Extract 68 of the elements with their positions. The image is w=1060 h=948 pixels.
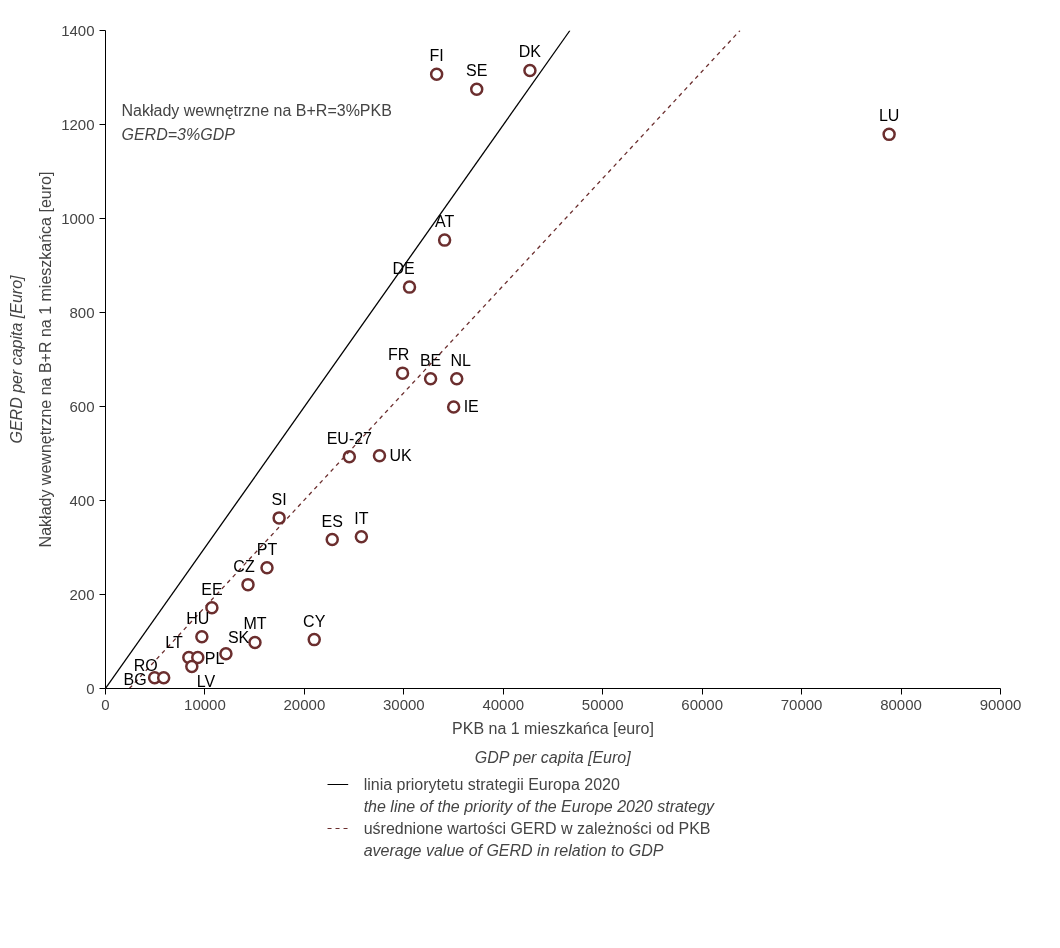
annotation: LU — [878, 107, 900, 125]
point — [241, 577, 255, 592]
point — [185, 659, 199, 674]
annotation: IE — [463, 397, 479, 415]
x-tick-label: 20000 — [283, 695, 326, 713]
y-tick-label: 600 — [69, 397, 95, 415]
annotation: PT — [256, 540, 278, 558]
annotation: BE — [419, 351, 442, 369]
x-tick-label: 60000 — [681, 695, 724, 713]
x-tick-label: 90000 — [979, 695, 1022, 713]
point — [354, 529, 369, 544]
annotation: DK — [518, 43, 542, 61]
annotation: HU — [186, 609, 210, 627]
point — [882, 127, 896, 142]
annotation: Nakłady wewnętrzne na B+R=3%PKB GERD=3%GDP — [121, 101, 392, 143]
point — [449, 372, 464, 386]
annotation: ES — [321, 512, 343, 530]
point — [342, 450, 357, 464]
x-axis-title: PKB na 1 mieszkańca [euro] GDP per capita [Euro] — [452, 719, 654, 766]
annotation: LV — [196, 673, 216, 691]
annotation: UK — [389, 446, 413, 464]
annotation: CZ — [233, 557, 255, 575]
point — [437, 233, 452, 247]
x-tick-label: 70000 — [780, 695, 823, 713]
x-tick-label: 30000 — [382, 695, 425, 713]
annotation: EU-27 — [326, 429, 373, 447]
annotation: FI — [429, 47, 444, 65]
annotation: AT — [434, 213, 455, 231]
point — [469, 82, 484, 96]
point — [248, 635, 262, 650]
point — [156, 670, 171, 685]
point — [307, 632, 321, 647]
x-tick-label: 80000 — [880, 695, 922, 713]
point — [423, 372, 438, 386]
annotation: SI — [271, 490, 287, 508]
annotation: EE — [201, 580, 223, 598]
annotation: SK — [227, 628, 250, 646]
y-tick-label: 1000 — [61, 209, 95, 227]
annotation: SE — [466, 62, 488, 80]
y-tick-label: 1200 — [61, 115, 95, 133]
point — [325, 532, 339, 547]
y-axis-title: Nakłady wewnętrzne na B+R na 1 mieszkańca [euro] GERD per capita [Euro] — [7, 171, 54, 548]
point — [429, 67, 444, 81]
annotation: NL — [450, 351, 472, 369]
y-tick-label: 400 — [69, 491, 95, 509]
point — [260, 560, 274, 575]
annotation: PL — [204, 650, 225, 668]
y-tick-label: 800 — [69, 303, 95, 321]
annotation: CY — [303, 612, 326, 630]
y-tick-label: 1400 — [61, 21, 95, 39]
y-tick-label: 0 — [86, 679, 95, 697]
x-tick-label: 10000 — [184, 695, 226, 713]
point — [402, 280, 417, 294]
legend-label: uśrednione wartości GERD w zależności od PKB average value of GERD in relation to GDP — [363, 820, 711, 859]
y-tick-label: 200 — [69, 585, 95, 603]
x-tick-label: 40000 — [482, 695, 525, 713]
point — [446, 400, 461, 414]
annotation: IT — [354, 509, 369, 527]
point — [191, 650, 205, 665]
point — [195, 630, 209, 644]
point — [395, 366, 410, 380]
x-tick-label: 50000 — [581, 695, 624, 713]
annotation: LT — [165, 634, 184, 652]
x-tick-label: 0 — [101, 695, 110, 713]
point — [272, 511, 286, 525]
annotation: FR — [387, 346, 410, 364]
point — [523, 63, 537, 78]
point — [372, 449, 387, 463]
